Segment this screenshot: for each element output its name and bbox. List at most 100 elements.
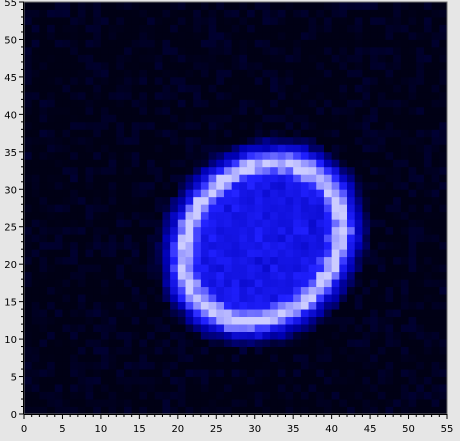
heatmap-cell: [154, 399, 163, 407]
heatmap-cell: [347, 174, 356, 183]
heatmap-cell: [62, 196, 71, 205]
heatmap-cell: [131, 264, 140, 273]
heatmap-cell: [208, 136, 217, 145]
heatmap-cell: [231, 369, 240, 377]
heatmap-cell: [154, 391, 163, 400]
heatmap-cell: [408, 46, 417, 55]
heatmap-cell: [285, 339, 294, 347]
heatmap-cell: [147, 9, 156, 18]
heatmap-cell: [47, 219, 56, 228]
heatmap-cell: [393, 144, 402, 153]
heatmap-cell: [277, 174, 286, 183]
heatmap-cell: [316, 399, 325, 407]
heatmap-cell: [416, 256, 425, 265]
heatmap-cell: [277, 256, 286, 265]
heatmap-cell: [54, 106, 63, 115]
heatmap-cell: [100, 286, 109, 295]
heatmap-cell: [216, 196, 225, 205]
heatmap-cell: [370, 159, 379, 168]
heatmap-cell: [431, 91, 440, 100]
heatmap-cell: [354, 309, 363, 318]
heatmap-cell: [31, 391, 40, 400]
heatmap-cell: [139, 151, 148, 160]
heatmap-cell: [70, 406, 79, 415]
heatmap-cell: [193, 2, 202, 10]
heatmap-cell: [208, 16, 217, 25]
heatmap-cell: [270, 144, 279, 153]
heatmap-cell: [416, 339, 425, 347]
heatmap-cell: [231, 46, 240, 55]
heatmap-cell: [154, 69, 163, 78]
heatmap-cell: [377, 61, 386, 70]
heatmap-cell: [362, 99, 371, 108]
heatmap-cell: [131, 256, 140, 265]
heatmap-cell: [300, 2, 309, 10]
heatmap-cell: [323, 24, 333, 33]
heatmap-cell: [416, 151, 425, 160]
heatmap-cell: [300, 331, 309, 340]
heatmap-cell: [439, 129, 448, 138]
heatmap-cell: [416, 76, 425, 85]
heatmap-cell: [293, 316, 302, 325]
heatmap-cell: [323, 249, 333, 258]
heatmap-cell: [193, 331, 202, 340]
heatmap-cell: [200, 354, 209, 362]
heatmap-cell: [331, 271, 340, 280]
heatmap-cell: [100, 346, 109, 355]
heatmap-cell: [200, 39, 209, 48]
heatmap-cell: [316, 166, 325, 175]
heatmap-cell: [400, 354, 409, 362]
heatmap-cell: [277, 301, 286, 310]
heatmap-cell: [370, 406, 379, 415]
heatmap-cell: [323, 151, 333, 160]
heatmap-cell: [170, 39, 179, 48]
heatmap-cell: [308, 31, 317, 40]
heatmap-cell: [254, 339, 263, 347]
heatmap-cell: [300, 219, 309, 228]
heatmap-cell: [216, 166, 225, 175]
heatmap-cell: [347, 61, 356, 70]
heatmap-cell: [347, 369, 356, 377]
heatmap-cell: [262, 84, 271, 93]
heatmap-cell: [93, 151, 102, 160]
heatmap-cell: [262, 151, 271, 160]
heatmap-cell: [293, 2, 302, 10]
heatmap-cell: [331, 286, 340, 295]
heatmap-cell: [54, 136, 63, 145]
heatmap-cell: [431, 54, 440, 63]
heatmap-cell: [262, 324, 271, 332]
heatmap-cell: [24, 384, 33, 392]
heatmap-cell: [247, 376, 256, 385]
heatmap-cell: [270, 24, 279, 33]
heatmap-cell: [262, 264, 271, 273]
heatmap-cell: [208, 256, 217, 265]
heatmap-cell: [270, 316, 279, 325]
heatmap-cell: [339, 99, 348, 108]
heatmap-cell: [31, 309, 40, 318]
heatmap-cell: [216, 279, 225, 288]
heatmap-cell: [316, 279, 325, 288]
heatmap-cell: [193, 339, 202, 347]
heatmap-cell: [239, 264, 248, 273]
heatmap-cell: [24, 129, 33, 138]
heatmap-cell: [193, 346, 202, 355]
heatmap-cell: [54, 301, 63, 310]
heatmap-cell: [416, 204, 425, 213]
heatmap-cell: [300, 61, 309, 70]
heatmap-cell: [170, 16, 179, 25]
heatmap-cell: [216, 129, 225, 138]
heatmap-cell: [185, 361, 194, 370]
heatmap-cell: [354, 211, 363, 220]
heatmap-cell: [300, 39, 309, 48]
heatmap-cell: [54, 31, 63, 40]
heatmap-cell: [193, 24, 202, 33]
heatmap-cell: [362, 361, 371, 370]
heatmap-cell: [31, 234, 40, 243]
heatmap-cell: [170, 159, 179, 168]
heatmap-cell: [62, 31, 71, 40]
heatmap-cell: [154, 129, 163, 138]
heatmap-cell: [393, 196, 402, 205]
heatmap-cell: [339, 271, 348, 280]
heatmap-cell: [270, 256, 279, 265]
heatmap-cell: [31, 361, 40, 370]
